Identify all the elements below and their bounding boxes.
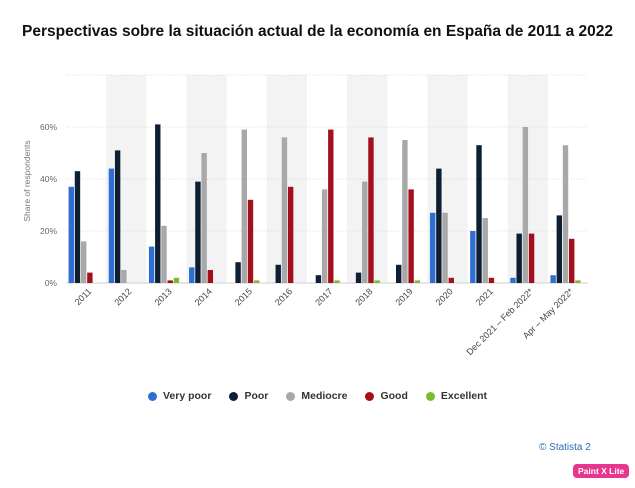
bar-excellent [334, 280, 340, 283]
bar-mediocre [201, 153, 207, 283]
bar-good [569, 238, 575, 283]
bar-mediocre [482, 218, 488, 283]
bar-mediocre [80, 241, 87, 283]
paint-x-lite-badge: Paint X Lite [573, 464, 630, 478]
bar-mediocre [442, 212, 448, 283]
bar-excellent [575, 280, 581, 283]
bar-very-poor [148, 246, 155, 283]
x-tick-label: 2015 [233, 286, 254, 307]
y-tick-label: 40% [40, 174, 57, 184]
x-tick-label: 2014 [193, 286, 214, 307]
y-tick-label: 0% [45, 278, 58, 288]
x-tick-label: 2021 [474, 286, 495, 307]
bar-good [247, 199, 254, 283]
bar-poor [235, 262, 241, 283]
legend-item-poor[interactable]: Poor [229, 390, 268, 402]
legend-label: Good [380, 390, 408, 402]
bar-excellent [374, 280, 380, 283]
bar-poor [195, 181, 201, 283]
bar-mediocre [562, 145, 569, 283]
legend-label: Excellent [440, 390, 487, 402]
bar-poor [114, 150, 121, 283]
bar-poor [315, 275, 322, 283]
bar-good [408, 189, 414, 283]
bar-excellent [173, 277, 180, 283]
bar-poor [436, 168, 442, 283]
bar-good [87, 272, 93, 283]
bar-good [368, 137, 374, 283]
bar-mediocre [241, 129, 247, 283]
x-tick-label: 2016 [273, 286, 294, 307]
bar-poor [355, 272, 362, 283]
bar-very-poor [68, 186, 74, 283]
bar-very-poor [189, 267, 195, 283]
y-tick-labels: 0% 20% 40% 60% [40, 122, 57, 288]
bars [68, 124, 581, 284]
legend-swatch [229, 391, 239, 401]
bar-poor [476, 145, 482, 283]
legend-swatch [425, 391, 435, 401]
y-axis-label: Share of respondents [22, 140, 32, 221]
legend-swatch [148, 391, 157, 401]
bar-mediocre [362, 181, 368, 283]
legend-item-very-poor[interactable]: Very poor [148, 390, 211, 402]
bar-chart: 2011 2012 2013 2014 2015 2016 2017 2018 2019 2020… [22, 74, 588, 357]
legend-label: Poor [244, 390, 269, 402]
bar-mediocre [281, 137, 288, 283]
bar-very-poor [550, 275, 556, 283]
legend-item-good[interactable]: Good [365, 390, 408, 402]
bar-very-poor [510, 277, 516, 283]
legend-label: Very poor [163, 390, 212, 402]
bar-very-poor [470, 231, 476, 283]
y-tick-label: 20% [40, 226, 57, 236]
x-tick-label: 2020 [434, 286, 455, 307]
legend-label: Mediocre [301, 390, 348, 402]
legend: Very poor Poor Mediocre Good Excellent [0, 390, 635, 402]
bar-mediocre [321, 189, 328, 283]
bar-good [528, 233, 535, 283]
statista-credit[interactable]: © Statista 2 [539, 442, 591, 453]
bar-poor [516, 233, 522, 283]
bar-poor [275, 264, 281, 283]
bar-poor [74, 171, 81, 283]
bar-poor [396, 264, 402, 283]
y-tick-label: 60% [40, 122, 57, 132]
bar-good [207, 270, 214, 283]
x-tick-label: 2017 [313, 286, 334, 307]
bar-good [448, 277, 454, 283]
bar-excellent [253, 280, 260, 283]
legend-swatch [365, 391, 375, 401]
legend-item-excellent[interactable]: Excellent [425, 390, 487, 402]
x-tick-label: Dec 2021 – Feb 2022* [464, 286, 535, 357]
x-tick-label: 2012 [112, 286, 133, 307]
chart-title: Perspectivas sobre la situación actual d… [22, 23, 614, 40]
bar-excellent [414, 280, 421, 283]
bar-very-poor [429, 212, 436, 283]
bar-good [328, 129, 334, 283]
legend-swatch [286, 391, 296, 401]
legend-item-mediocre[interactable]: Mediocre [286, 390, 347, 402]
bar-poor [155, 124, 161, 284]
bar-good [287, 186, 294, 283]
x-tick-label: 2018 [353, 286, 374, 307]
x-tick-labels: 2011 2012 2013 2014 2015 2016 2017 2018 2019 2020… [73, 286, 576, 357]
bar-mediocre [402, 140, 408, 283]
x-tick-label: 2019 [393, 286, 414, 307]
bar-mediocre [121, 270, 127, 283]
bar-good [167, 280, 173, 283]
bar-good [488, 277, 495, 283]
x-tick-label: 2011 [73, 286, 94, 307]
bar-mediocre [522, 127, 529, 283]
bar-very-poor [108, 168, 115, 283]
bar-poor [556, 215, 563, 283]
x-tick-label: 2013 [153, 286, 174, 307]
bar-mediocre [161, 225, 167, 283]
